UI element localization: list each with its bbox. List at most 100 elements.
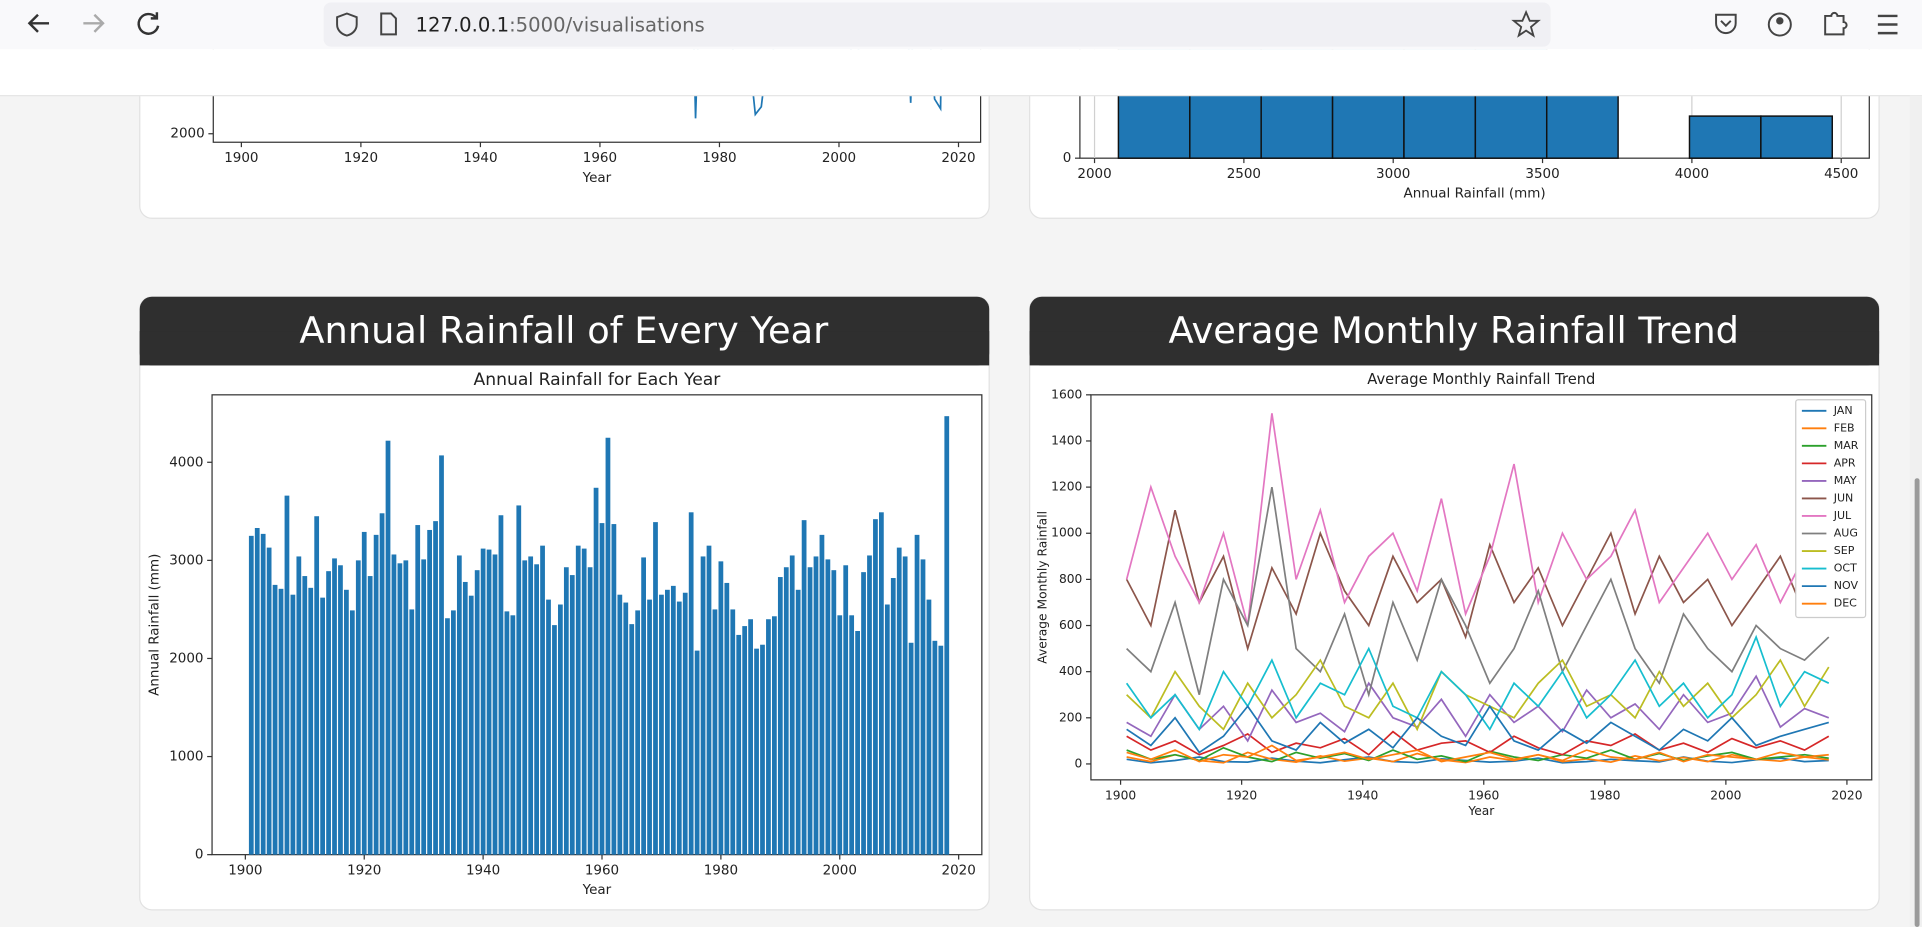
x-tick-label: 2500 [1227,166,1261,182]
back-button[interactable] [27,13,50,33]
bar [712,609,718,855]
bar [772,616,777,855]
bar [528,556,534,855]
x-tick-label: 1960 [1468,788,1499,802]
bookmark-star[interactable] [1511,9,1541,38]
bar [355,560,361,855]
bar [647,599,652,855]
series-line [1126,674,1830,743]
pocket-icon[interactable] [1715,13,1737,35]
bar [718,561,724,855]
y-tick-label: 400 [1059,664,1082,678]
x-tick-label: 3500 [1525,166,1559,182]
x-tick-label: 2020 [941,150,975,166]
bar [653,522,658,855]
bar [617,594,623,855]
x-tick-label: 1940 [1347,788,1378,802]
bar [932,640,938,855]
series-line [1126,658,1830,732]
bar [843,565,849,855]
legend-label: DEC [1834,597,1857,610]
bar [367,576,373,855]
legend-label: FEB [1834,421,1855,434]
bar [819,534,825,855]
bar [254,527,260,855]
account-icon[interactable] [1767,12,1792,37]
bar [569,575,575,855]
bar [629,624,635,855]
page-icon[interactable] [380,12,397,36]
x-axis-label: Annual Rainfall (mm) [1403,186,1545,202]
bar [278,588,284,855]
bar [611,524,617,855]
bar [456,555,462,855]
bar [373,534,379,855]
bar [599,523,605,855]
y-tick-label: 1000 [169,749,203,765]
bar [248,535,254,855]
bar [290,594,296,855]
series-line [1125,634,1830,732]
bar [415,525,421,855]
bar [522,560,528,855]
bar [920,559,926,855]
url-bar[interactable] [323,2,1551,47]
scrollbar-thumb[interactable] [1914,478,1920,927]
y-tick-label: 1000 [1051,526,1082,540]
card-header [139,331,990,366]
bar [552,625,557,855]
legend-label: OCT [1834,562,1857,575]
y-tick-label: 0 [195,847,204,863]
x-tick-label: 1940 [466,863,500,879]
bar [534,564,539,855]
bar [260,533,266,855]
bar [486,549,492,855]
bar [302,576,308,855]
bar [409,609,415,855]
bar [641,557,646,855]
card-title: Annual Rainfall of Every Year [299,309,829,352]
forward-button[interactable] [83,13,105,33]
extensions-icon[interactable] [1824,11,1848,36]
bar [379,513,385,855]
legend-label: MAY [1834,474,1857,487]
bar [504,611,510,855]
series-line [1126,704,1830,754]
bar [742,626,748,855]
legend-label: SEP [1834,544,1855,557]
bar [730,609,736,855]
bar [266,547,272,855]
bar [421,559,427,855]
bar [320,597,325,855]
histogram-bar [1760,115,1833,159]
shield-icon[interactable] [336,12,358,37]
bar [391,554,397,855]
series-line [1126,744,1829,763]
bar [349,610,355,855]
series-line [1126,756,1829,764]
url: 127.0.0.1:5000/visualisations [416,13,705,36]
menu-button[interactable] [1877,14,1898,35]
x-tick-label: 4000 [1675,166,1709,182]
bar [789,555,795,855]
bar [492,554,498,855]
series-line [1125,413,1830,626]
url-host: 127.0.0.1 [416,13,510,36]
bar [861,572,866,855]
y-tick-label: 2000 [169,650,203,666]
bar [344,589,349,855]
x-tick-label: 2020 [942,863,976,879]
bar [332,558,337,855]
x-tick-label: 1920 [347,863,381,879]
bar [397,563,403,855]
chart-title: Annual Rainfall for Each Year [474,370,722,390]
reload-button[interactable] [137,12,160,35]
bar [890,578,896,855]
bar [670,585,676,855]
bar [825,559,831,855]
bar [873,519,878,855]
bar [783,567,789,855]
bar [403,560,409,855]
